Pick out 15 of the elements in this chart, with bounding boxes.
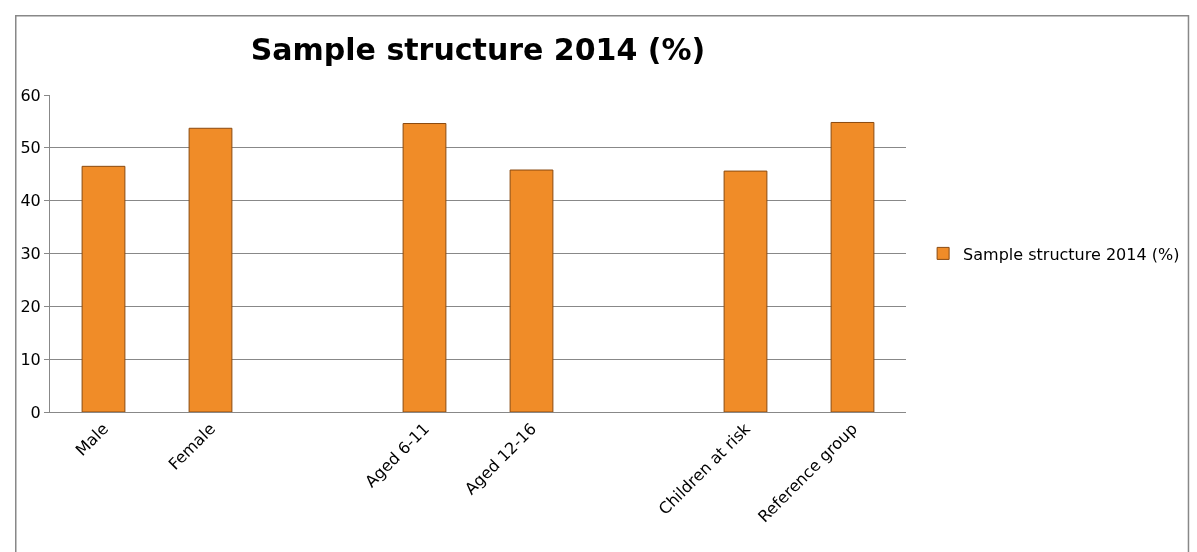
- bar: [402, 123, 447, 412]
- bar: [188, 127, 233, 412]
- y-tick-label: 50: [20, 138, 41, 158]
- y-tick-label: 40: [20, 191, 41, 211]
- legend-label: Sample structure 2014 (%): [963, 244, 1180, 264]
- bar: [830, 121, 875, 412]
- chart-title: Sample structure 2014 (%): [250, 31, 706, 67]
- y-tick-label: 20: [20, 296, 41, 316]
- bar: [723, 170, 768, 412]
- y-tick-label: 0: [30, 402, 41, 422]
- bar: [81, 165, 126, 412]
- y-tick-label: 10: [20, 349, 41, 369]
- y-tick-label: 30: [20, 244, 41, 264]
- y-tick-label: 60: [20, 85, 41, 105]
- bar: [509, 169, 554, 412]
